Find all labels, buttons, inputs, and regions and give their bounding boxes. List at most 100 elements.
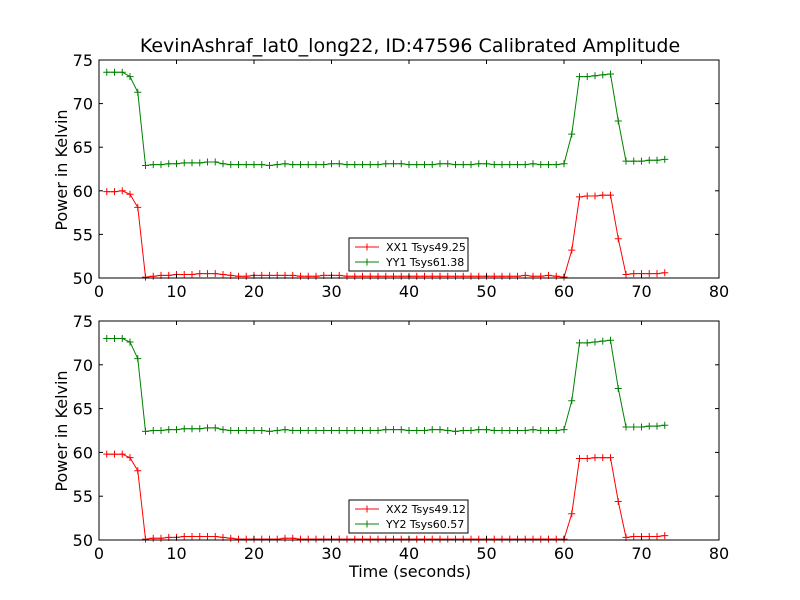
data-point [134, 467, 142, 475]
data-point [498, 535, 506, 543]
data-point [591, 454, 599, 462]
data-point [436, 535, 444, 543]
data-point [560, 160, 568, 168]
data-point [196, 159, 204, 167]
data-point [118, 187, 126, 195]
data-point [351, 272, 359, 280]
data-point [304, 535, 312, 543]
data-point [366, 272, 374, 280]
y-tick-label: 50 [73, 531, 93, 550]
data-point [529, 535, 537, 543]
data-point [630, 423, 638, 431]
data-point [583, 339, 591, 347]
data-point [312, 427, 320, 434]
x-tick-label: 70 [631, 282, 651, 301]
data-point [645, 156, 653, 164]
data-point [196, 532, 204, 540]
data-point [599, 337, 607, 345]
data-point [614, 384, 622, 392]
data-point [537, 161, 545, 169]
data-point [142, 162, 149, 170]
x-tick-label: 80 [709, 544, 729, 563]
data-point [343, 535, 351, 543]
data-point [157, 427, 165, 434]
y-tick-label: 75 [73, 51, 93, 70]
data-point [591, 72, 599, 80]
data-point [661, 421, 669, 429]
y-tick-label: 70 [73, 95, 93, 114]
x-tick-label: 40 [399, 544, 419, 563]
data-point [421, 272, 428, 280]
data-point [498, 427, 506, 434]
data-point [297, 161, 304, 169]
data-point [452, 161, 459, 169]
data-point [335, 160, 343, 168]
data-point [607, 454, 614, 462]
x-tick-label: 10 [166, 544, 186, 563]
data-point [335, 535, 343, 543]
data-point [266, 162, 273, 170]
data-point [661, 155, 669, 163]
y-tick-label: 55 [73, 225, 93, 244]
data-point [490, 535, 498, 543]
x-tick-label: 30 [321, 282, 341, 301]
data-point [304, 427, 312, 434]
data-point [459, 161, 467, 169]
y-tick-label: 55 [73, 487, 93, 506]
data-point [351, 427, 359, 434]
data-point [390, 426, 397, 434]
data-point [242, 427, 250, 434]
data-point [111, 335, 118, 343]
data-point [405, 427, 413, 434]
data-point [428, 272, 436, 280]
data-point [289, 427, 297, 434]
data-point [366, 427, 374, 434]
data-point [630, 532, 638, 540]
data-point [537, 535, 545, 543]
data-point [514, 427, 521, 434]
data-point [622, 157, 630, 165]
data-point [529, 272, 537, 280]
data-point [297, 535, 304, 543]
data-point [444, 272, 452, 280]
legend-box [348, 237, 469, 272]
data-point [568, 130, 576, 138]
data-point [413, 535, 421, 543]
data-point [390, 272, 397, 280]
data-point [653, 270, 661, 278]
data-point [599, 191, 607, 199]
data-point [444, 160, 452, 168]
data-point [545, 161, 552, 169]
legend-swatch-marker [363, 243, 371, 251]
data-point [614, 235, 622, 243]
data-point [165, 426, 173, 434]
data-point [111, 188, 118, 196]
data-point [382, 160, 390, 168]
data-point [165, 160, 173, 168]
data-point [452, 272, 459, 280]
data-point [188, 425, 196, 433]
data-point [475, 272, 483, 280]
data-point [614, 497, 622, 505]
data-point [258, 161, 266, 169]
data-point [149, 534, 157, 542]
legend-label: YY1 Tsys61.38 [385, 256, 464, 269]
data-point [645, 422, 653, 430]
top-panel: 0 10 20 30 40 50 60 70 80 50 55 60 65 70 75 Power in Ke… [52, 51, 729, 301]
data-point [390, 160, 397, 168]
data-point [149, 427, 157, 434]
data-point [421, 535, 428, 543]
data-point [521, 161, 529, 169]
data-point [227, 161, 235, 169]
data-point [227, 427, 235, 434]
data-point [436, 272, 444, 280]
data-point [382, 535, 390, 543]
data-point [576, 193, 583, 201]
x-tick-label: 0 [94, 282, 104, 301]
data-point [312, 535, 320, 543]
data-point [103, 188, 111, 196]
data-point [413, 427, 421, 434]
data-point [103, 68, 111, 76]
data-point [630, 270, 638, 278]
